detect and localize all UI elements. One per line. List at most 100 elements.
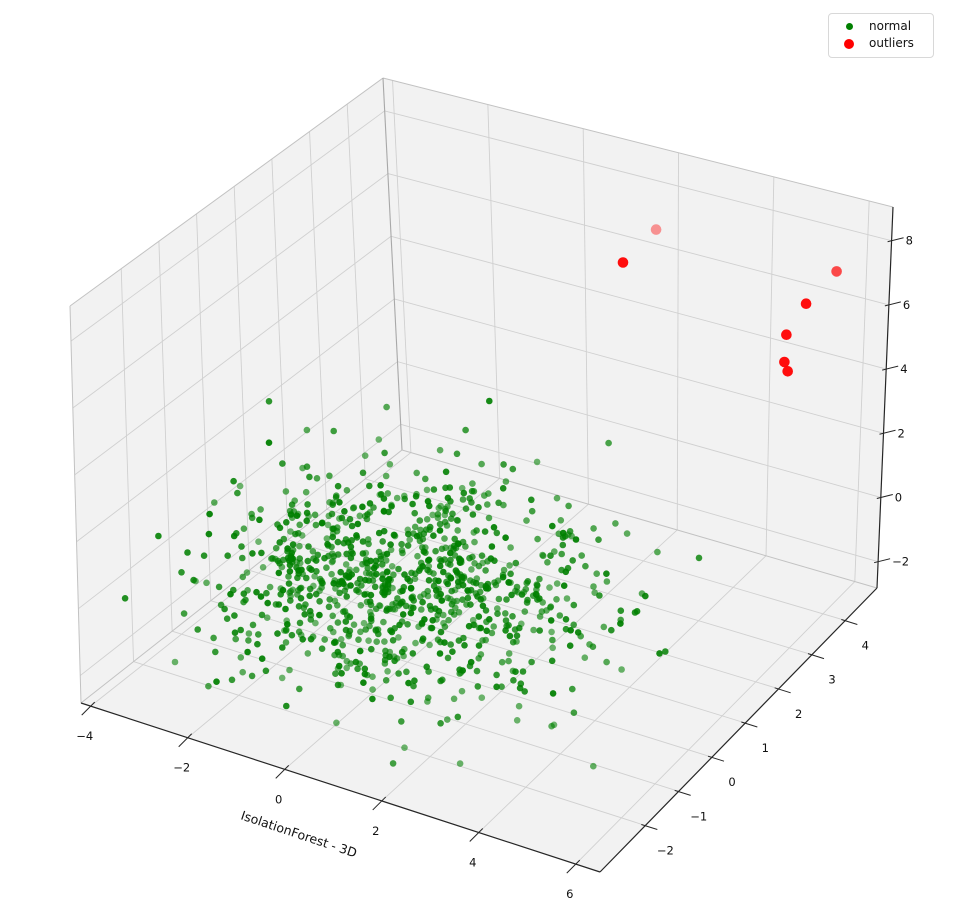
normal-point <box>364 564 372 572</box>
normal-point <box>482 567 489 574</box>
normal-point <box>249 621 257 629</box>
normal-point <box>425 668 432 675</box>
normal-point <box>386 653 393 661</box>
normal-point <box>388 501 395 509</box>
normal-point <box>375 529 383 537</box>
normal-point <box>281 627 288 634</box>
normal-point <box>258 549 265 557</box>
normal-point <box>388 628 396 636</box>
normal-point <box>366 622 373 630</box>
normal-point <box>287 528 294 535</box>
normal-point <box>318 577 325 585</box>
normal-point <box>325 603 333 611</box>
normal-point <box>450 695 458 703</box>
z-tick-label: 0 <box>895 490 902 504</box>
y-tick <box>741 721 758 728</box>
normal-point <box>478 552 486 559</box>
back-vertical-edge <box>382 77 403 451</box>
normal-point <box>458 573 466 581</box>
y-gridline-floor <box>249 569 746 724</box>
normal-point <box>303 463 311 471</box>
normal-point <box>544 559 551 566</box>
normal-point <box>391 531 398 539</box>
normal-point <box>254 631 262 638</box>
z-gridline-right-wall <box>387 173 890 306</box>
normal-point <box>336 499 343 506</box>
normal-point <box>342 536 350 543</box>
normal-point <box>303 426 311 434</box>
normal-point <box>348 522 356 530</box>
normal-point <box>505 657 512 665</box>
normal-point <box>436 556 444 563</box>
y-gridline-wall <box>158 241 173 632</box>
normal-point <box>361 512 369 520</box>
normal-point <box>408 569 415 577</box>
normal-point <box>294 574 301 582</box>
normal-point <box>456 555 463 562</box>
gridlines <box>70 80 892 865</box>
normal-point <box>316 611 323 619</box>
normal-point <box>306 592 314 600</box>
normal-point <box>210 634 217 642</box>
z-gridline-left-wall <box>72 173 389 409</box>
normal-point <box>530 626 537 634</box>
normal-point <box>560 582 568 589</box>
normal-point <box>444 503 451 511</box>
normal-point <box>279 644 286 651</box>
normal-point <box>487 555 495 562</box>
normal-point <box>506 562 513 569</box>
normal-point <box>303 517 311 525</box>
normal-point <box>484 585 492 592</box>
normal-point <box>410 682 417 690</box>
normal-point <box>384 668 391 675</box>
normal-point <box>171 658 179 666</box>
normal-point <box>406 536 414 543</box>
normal-point <box>282 488 290 495</box>
normal-point <box>412 493 420 500</box>
normal-points <box>121 397 703 770</box>
x-gridline-wall <box>676 152 679 530</box>
normal-point <box>548 628 555 636</box>
outlier-point <box>800 298 812 310</box>
normal-point <box>447 549 454 557</box>
normal-point <box>550 721 558 729</box>
normal-point <box>331 597 339 605</box>
normal-point <box>436 593 443 600</box>
normal-point <box>215 583 223 591</box>
normal-point <box>243 569 251 576</box>
normal-point <box>334 619 342 626</box>
normal-point <box>194 626 201 633</box>
normal-point <box>430 570 437 577</box>
normal-point <box>517 680 525 687</box>
normal-point <box>437 638 444 646</box>
normal-point <box>342 618 350 625</box>
normal-point <box>474 593 481 600</box>
normal-point <box>513 632 521 639</box>
normal-point <box>239 668 246 676</box>
x-gridline-floor <box>575 581 856 865</box>
normal-point <box>365 637 372 644</box>
normal-point <box>206 510 213 518</box>
normal-point <box>248 510 255 518</box>
normal-point <box>236 482 244 490</box>
normal-point <box>444 654 452 662</box>
normal-point <box>341 587 349 595</box>
normal-point <box>349 504 357 512</box>
normal-point <box>240 525 248 532</box>
normal-point <box>294 510 302 518</box>
outlier-point <box>650 224 662 235</box>
normal-point <box>223 615 231 622</box>
normal-point <box>465 588 472 595</box>
x-tick-label: −4 <box>76 729 93 743</box>
normal-point <box>359 469 367 477</box>
normal-point <box>352 658 360 666</box>
normal-point <box>483 618 490 626</box>
normal-point <box>426 641 433 649</box>
normal-point <box>507 570 514 578</box>
normal-point <box>266 583 274 591</box>
normal-point <box>411 575 419 583</box>
normal-point <box>325 512 333 520</box>
z-tick <box>879 429 896 435</box>
normal-point <box>285 573 292 580</box>
